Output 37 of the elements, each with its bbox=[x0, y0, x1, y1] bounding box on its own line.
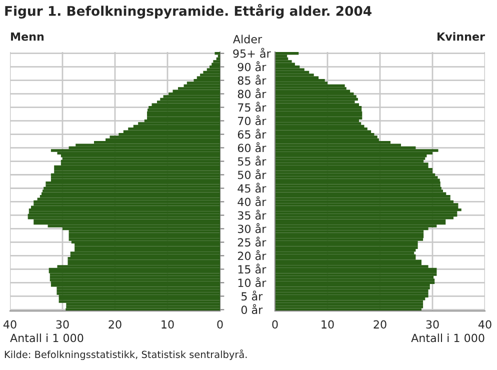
x-tick-label: 40 bbox=[478, 320, 492, 329]
x-tick-label: 20 bbox=[108, 320, 122, 329]
x-axis-title: Antall i 1 000 bbox=[411, 334, 484, 342]
y-tick-label: 60 år bbox=[238, 142, 266, 152]
y-tick-label: 50 år bbox=[238, 169, 266, 180]
y-tick-label: 90 år bbox=[238, 61, 266, 72]
y-tick-label: 45 år bbox=[238, 182, 266, 193]
y-tick-label: 95+ år bbox=[233, 48, 271, 58]
text: Kilde: Befolkningsstatistikk, Statistisk sentralbyrå. bbox=[4, 349, 247, 360]
y-tick-label: 15 år bbox=[238, 264, 266, 274]
y-tick-label: 75 år bbox=[238, 102, 266, 112]
chart-title: Figur 1. Befolkningspyramide. Ettårig alder. 2004 bbox=[5, 4, 372, 19]
x-tick-label: 0 bbox=[272, 320, 278, 329]
x-axis-title: Antall i 1 000 bbox=[10, 334, 84, 342]
y-tick-label: 10 år bbox=[238, 277, 266, 288]
x-tick-label: 0 bbox=[217, 320, 223, 329]
y-tick-label: 85 år bbox=[238, 74, 266, 85]
y-tick-label: 25 år bbox=[238, 236, 266, 247]
x-tick-label: 30 bbox=[426, 320, 439, 329]
y-tick-label: 70 år bbox=[238, 115, 266, 126]
y-axis-title: Alder bbox=[233, 34, 262, 44]
x-tick-label: 30 bbox=[56, 320, 69, 329]
y-tick-label: 5 år bbox=[242, 290, 263, 301]
y-tick-label: 20 år bbox=[238, 250, 266, 260]
y-tick-label: 0 år bbox=[241, 304, 263, 314]
text: Menn bbox=[11, 32, 44, 41]
y-tick-label: 30 år bbox=[238, 223, 266, 234]
x-tick-label: 10 bbox=[162, 320, 174, 329]
x-tick-label: 20 bbox=[374, 320, 386, 329]
x-tick-label: 40 bbox=[3, 320, 16, 329]
y-tick-label: 40 år bbox=[238, 196, 266, 206]
text: Kvinner bbox=[438, 32, 485, 41]
x-tick-label: 10 bbox=[322, 320, 334, 329]
y-tick-label: 55 år bbox=[238, 156, 266, 166]
y-tick-label: 80 år bbox=[238, 88, 266, 98]
y-tick-label: 65 år bbox=[238, 128, 266, 139]
y-tick-label: 35 år bbox=[238, 210, 266, 220]
